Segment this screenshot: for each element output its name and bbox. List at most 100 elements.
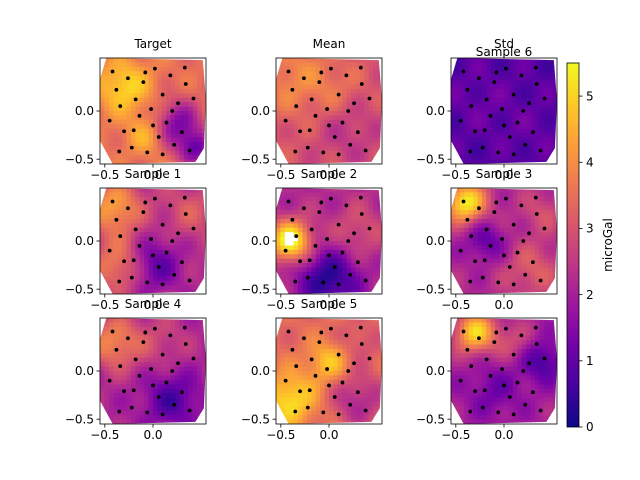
colorbar-label: microGal: [601, 218, 615, 272]
sample-point: [168, 203, 173, 208]
sample-point: [527, 101, 531, 106]
sample-point: [298, 389, 302, 394]
sample-point: [494, 70, 499, 75]
sample-point: [332, 395, 337, 399]
sample-point: [126, 336, 130, 341]
sample-point: [340, 120, 345, 125]
sample-point: [160, 152, 165, 157]
sample-point: [118, 104, 123, 109]
sample-point: [191, 226, 196, 231]
sample-point: [293, 149, 298, 154]
y-tick-label: −0.5: [241, 282, 270, 296]
sample-point: [363, 148, 368, 153]
sample-point: [461, 329, 466, 334]
sample-point: [143, 200, 148, 205]
sample-point: [114, 87, 119, 92]
sample-point: [149, 367, 153, 371]
sample-point: [183, 342, 188, 346]
sample-point: [156, 395, 161, 399]
sample-point: [511, 152, 516, 157]
sample-point: [488, 243, 493, 248]
sample-point: [348, 402, 353, 407]
sample-point: [473, 259, 477, 264]
sample-point: [336, 282, 341, 287]
sample-point: [122, 129, 126, 134]
sample-point: [141, 340, 146, 344]
sample-point: [325, 107, 329, 111]
sample-point: [153, 326, 157, 331]
sample-point: [538, 278, 543, 283]
sample-point: [149, 237, 153, 241]
sample-point: [519, 333, 524, 338]
sample-point: [336, 92, 341, 97]
sample-point: [107, 248, 112, 253]
sample-point: [133, 97, 138, 102]
sample-point: [502, 253, 506, 258]
sample-point: [129, 275, 134, 280]
sample-point: [352, 101, 356, 106]
sample-point: [538, 148, 543, 153]
sample-point: [356, 390, 360, 395]
sample-point: [302, 206, 306, 211]
sample-point: [344, 333, 349, 338]
sample-point: [309, 227, 314, 232]
sample-point: [534, 342, 539, 346]
y-tick-label: −0.5: [416, 152, 445, 166]
sample-point: [153, 196, 157, 201]
sample-point: [170, 369, 175, 373]
sample-point: [348, 142, 353, 147]
y-tick-label: −0.5: [241, 412, 270, 426]
sample-point: [469, 364, 474, 369]
sample-point: [321, 150, 326, 155]
sample-point: [494, 200, 499, 205]
sample-point: [305, 405, 310, 410]
sample-point: [131, 258, 136, 263]
sample-points: [283, 325, 372, 417]
sample-point: [182, 325, 187, 330]
sample-point: [523, 402, 528, 407]
y-tick-label: −0.5: [65, 282, 94, 296]
sample-point: [533, 325, 538, 330]
sample-point: [170, 109, 175, 113]
sample-point: [332, 265, 337, 269]
sample-point: [492, 210, 497, 214]
sample-point: [507, 265, 512, 269]
sample-point: [367, 96, 372, 101]
sample-point: [307, 128, 312, 133]
sample-point: [168, 333, 173, 338]
panel-8: −0.5 0.0 0.0 −0.5 Sample 5: [241, 297, 383, 442]
sample-point: [488, 373, 493, 378]
panel-7: −0.5 0.0 0.0 −0.5 Sample 4: [65, 297, 207, 442]
sample-point: [329, 196, 333, 201]
sample-point: [332, 135, 337, 139]
sample-point: [523, 272, 528, 277]
panel-subtitle: Sample 6: [476, 45, 532, 59]
sample-points: [458, 65, 547, 157]
sample-point: [477, 206, 481, 211]
sample-point: [502, 383, 506, 388]
colorbar-tick-label: 0: [586, 420, 594, 434]
sample-point: [172, 142, 177, 147]
sample-point: [122, 259, 126, 264]
sample-point: [511, 352, 516, 357]
sample-point: [502, 123, 506, 128]
sample-point: [327, 383, 331, 388]
sample-point: [286, 199, 291, 204]
y-tick-label: 0.0: [251, 104, 270, 118]
sample-point: [133, 357, 138, 362]
sample-point: [325, 367, 329, 371]
sample-point: [307, 388, 312, 393]
sample-point: [344, 73, 349, 78]
panel-4: −0.5 0.0 0.0 −0.5 Sample 1: [65, 167, 207, 312]
colorbar-tick-label: 4: [586, 155, 594, 169]
sample-point: [477, 336, 481, 341]
sample-point: [151, 253, 155, 258]
panel-title: Sample 1: [125, 167, 181, 181]
sample-point: [164, 120, 169, 125]
sample-point: [126, 76, 130, 81]
sample-point: [321, 280, 326, 285]
sample-point: [515, 120, 520, 125]
